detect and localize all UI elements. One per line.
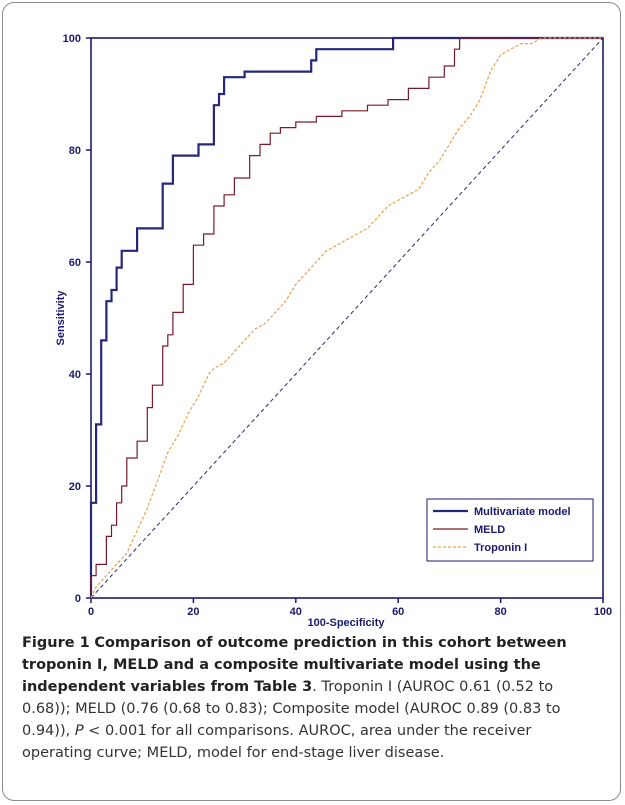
y-tick-label: 20 bbox=[69, 481, 81, 493]
y-axis-title: Sensitivity bbox=[55, 290, 67, 346]
x-axis-title: 100-Specificity bbox=[307, 617, 385, 629]
x-tick-label: 40 bbox=[290, 606, 302, 618]
y-tick-label: 40 bbox=[69, 369, 81, 381]
x-tick-label: 80 bbox=[494, 606, 506, 618]
caption-body-2: < 0.001 for all comparisons. AUROC, area… bbox=[22, 723, 532, 761]
legend-label: Multivariate model bbox=[474, 506, 571, 518]
x-tick-label: 60 bbox=[392, 606, 404, 618]
x-tick-label: 20 bbox=[187, 606, 199, 618]
y-tick-label: 80 bbox=[69, 145, 81, 157]
roc-chart: 0 20 40 60 80 100 0 20 40 60 80 100 Sensitivity 100… bbox=[55, 33, 613, 629]
figure-label: Figure 1 bbox=[22, 635, 90, 651]
y-tick-label: 100 bbox=[63, 33, 81, 45]
legend: Multivariate model MELD Troponin I bbox=[426, 498, 594, 562]
axis-ticks: 0 20 40 60 80 100 0 20 40 60 80 100 bbox=[63, 33, 613, 618]
series-line-multivariate-model bbox=[89, 36, 603, 598]
y-tick-label: 60 bbox=[69, 257, 81, 269]
legend-label: MELD bbox=[474, 524, 505, 536]
figure-title: Comparison of outcome prediction in this… bbox=[22, 635, 567, 695]
y-tick-label: 0 bbox=[75, 593, 81, 605]
caption-body-1: . Troponin I (AUROC 0.61 (0.52 to 0.68))… bbox=[22, 679, 561, 739]
legend-box bbox=[426, 498, 594, 562]
series-layer bbox=[89, 36, 603, 599]
reference-diagonal bbox=[90, 37, 604, 599]
x-tick-label: 100 bbox=[594, 606, 612, 618]
figure-caption: Figure 1 Comparison of outcome predictio… bbox=[22, 632, 604, 764]
p-value-symbol: P bbox=[74, 723, 84, 739]
legend-label: Troponin I bbox=[474, 542, 527, 554]
series-line-meld bbox=[90, 37, 603, 598]
x-tick-label: 0 bbox=[88, 606, 94, 618]
series-line-troponin-i bbox=[90, 37, 603, 599]
